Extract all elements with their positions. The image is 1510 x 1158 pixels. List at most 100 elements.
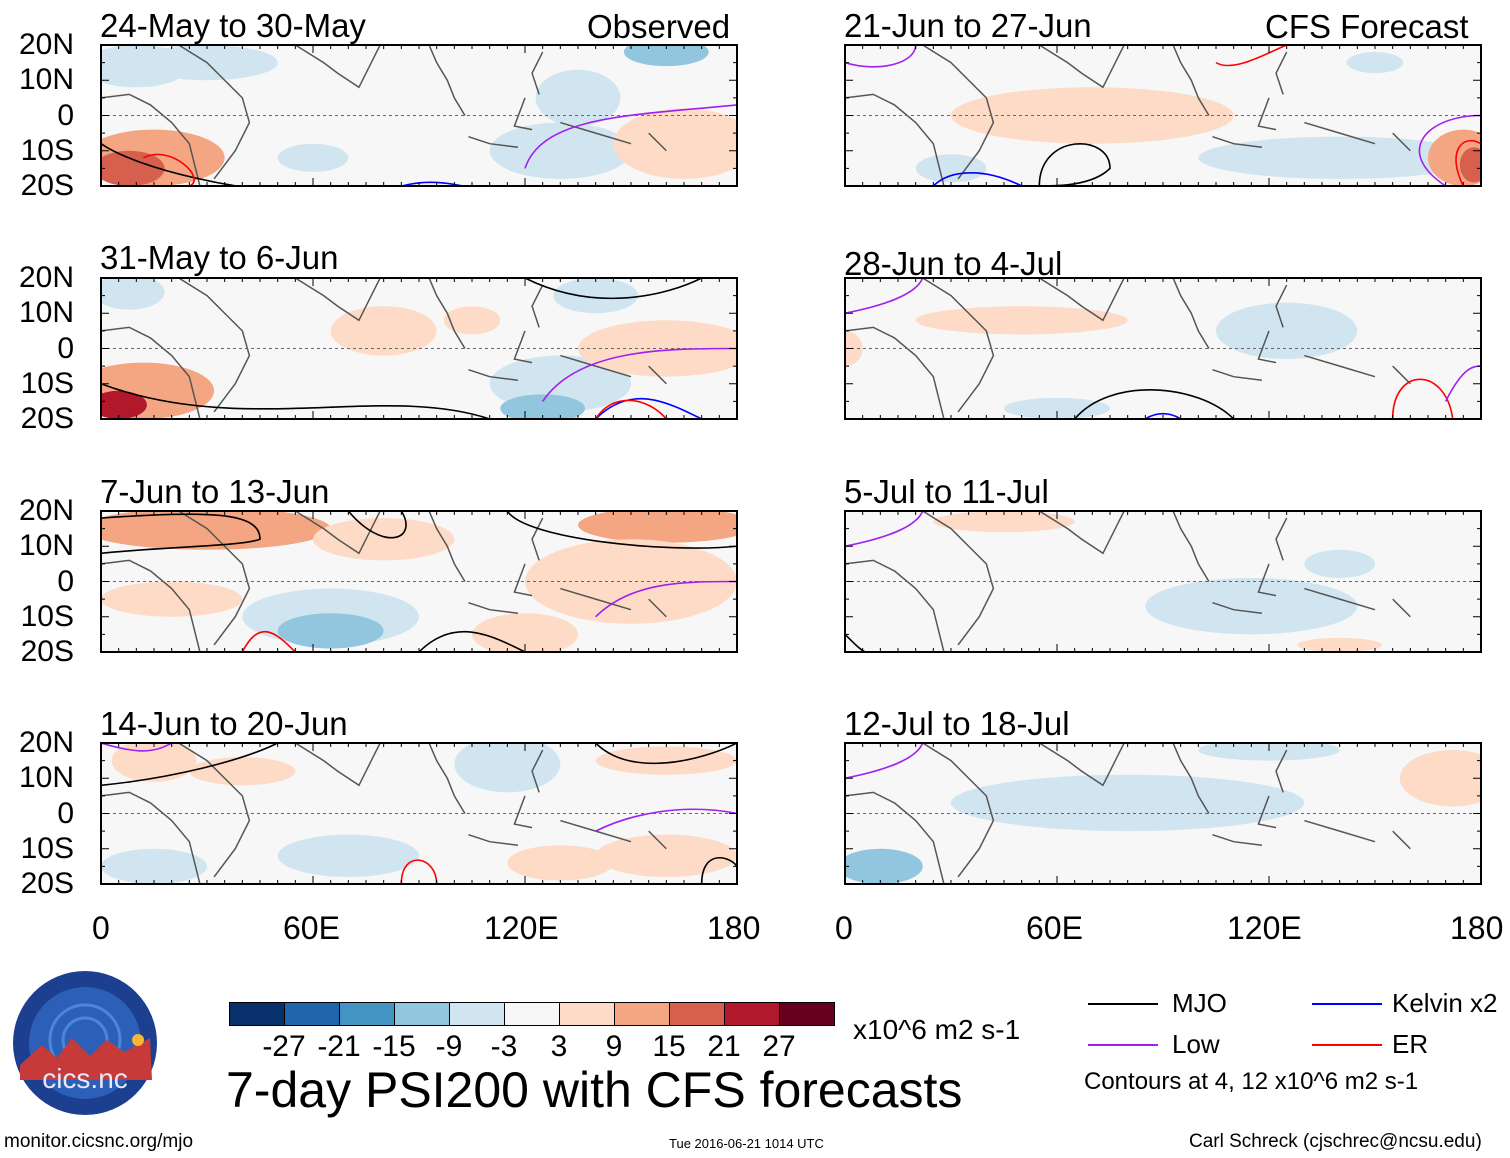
- y-tick-label: 20N: [18, 494, 74, 527]
- anomaly-region: [595, 834, 737, 877]
- footer-author: Carl Schreck (cjschrec@ncsu.edu): [1189, 1131, 1482, 1152]
- contour-mjo: [101, 743, 279, 787]
- coastline: [845, 511, 1411, 652]
- y-tick-label: 0: [57, 331, 74, 365]
- anomaly-region: [1399, 750, 1481, 807]
- y-tick-label: 0: [57, 796, 74, 830]
- anomaly-region: [111, 743, 197, 782]
- anomaly-region: [845, 848, 923, 884]
- anomaly-region: [553, 278, 639, 314]
- contour-low: [595, 808, 737, 832]
- contour-er: [1215, 45, 1287, 67]
- panel-title: 28-Jun to 4-Jul: [844, 245, 1063, 282]
- x-tick-left-120e: 120E: [484, 910, 559, 946]
- legend-label-kelvin: Kelvin x2: [1392, 988, 1498, 1018]
- anomaly-region: [1145, 577, 1358, 635]
- anomaly-region: [915, 306, 1128, 335]
- contour-mjo: [418, 630, 526, 652]
- anomaly-region: [1459, 147, 1481, 183]
- colorbar-swatch: [339, 1002, 395, 1026]
- anomaly-region: [472, 613, 578, 652]
- colorbar-swatch: [504, 1002, 560, 1026]
- colorbar-swatch: [559, 1002, 615, 1026]
- coastline: [101, 278, 667, 419]
- anomaly-region: [489, 122, 631, 179]
- anomaly-region: [623, 45, 709, 67]
- anomaly-region: [101, 581, 243, 617]
- coastline: [101, 511, 667, 652]
- contour-er: [1391, 378, 1454, 419]
- anomaly-region: [277, 613, 384, 649]
- contour-kel: [1144, 412, 1182, 419]
- anomaly-region: [277, 143, 349, 172]
- panel-title: 21-Jun to 27-Jun: [844, 7, 1092, 44]
- colorbar-swatch: [284, 1002, 340, 1026]
- contour-mjo: [700, 856, 737, 884]
- colorbar-swatch: [449, 1002, 505, 1026]
- contour-er: [594, 399, 667, 419]
- colorbar-label: -21: [317, 1030, 361, 1063]
- anomaly-region: [1004, 397, 1110, 419]
- anomaly-region: [535, 69, 621, 127]
- contour-low: [595, 580, 737, 618]
- contour-low: [524, 104, 737, 169]
- x-tick-right-0: 0: [835, 910, 853, 946]
- anomaly-region: [189, 757, 296, 786]
- logo-text: cics.nc: [42, 1063, 128, 1094]
- contour-low: [542, 347, 737, 402]
- colorbar-label: 9: [605, 1030, 623, 1063]
- anomaly-region: [578, 511, 737, 543]
- legend-line-er: [1312, 1044, 1382, 1046]
- y-tick-label: 10S: [20, 133, 74, 167]
- anomaly-region: [915, 154, 987, 183]
- legend-label-er: ER: [1392, 1029, 1429, 1059]
- contour-mjo: [506, 511, 737, 549]
- legend-line-low: [1088, 1044, 1158, 1046]
- contour-er: [241, 630, 296, 652]
- anomaly-region: [595, 746, 737, 775]
- contour-mjo: [101, 383, 490, 419]
- panel-title: 31-May to 6-Jun: [100, 239, 339, 276]
- colorbar-label: -15: [372, 1030, 416, 1063]
- anomaly-region: [101, 390, 147, 419]
- colorbar-label: -27: [262, 1030, 306, 1063]
- anomaly-region: [1198, 136, 1481, 179]
- contour-mjo: [1074, 389, 1235, 419]
- anomaly-region: [1346, 52, 1404, 74]
- footer-url[interactable]: monitor.cicsnc.org/mjo: [4, 1131, 194, 1152]
- coastline: [845, 45, 1411, 186]
- contour-mjo: [101, 513, 261, 555]
- colorbar-label: 15: [652, 1030, 686, 1063]
- map-panel: [844, 277, 1482, 420]
- anomaly-region: [578, 320, 737, 377]
- y-tick-label: 0: [57, 564, 74, 598]
- anomaly-region: [1304, 549, 1375, 578]
- contour-low: [845, 45, 917, 68]
- map-panel: [844, 44, 1482, 187]
- map-panel: [844, 742, 1482, 885]
- y-tick-label: 10S: [20, 599, 74, 633]
- panel-title: 12-Jul to 18-Jul: [844, 705, 1070, 742]
- map-panel: [100, 742, 738, 885]
- colorbar-swatch: [669, 1002, 725, 1026]
- map-panel: [100, 277, 738, 420]
- panel-title: 14-Jun to 20-Jun: [100, 705, 348, 742]
- forecast-label: CFS Forecast: [1265, 8, 1469, 45]
- y-tick-label: 20S: [20, 867, 74, 900]
- x-tick-right-120e: 120E: [1227, 910, 1302, 946]
- anomaly-region: [1297, 637, 1383, 652]
- anomaly-region: [933, 511, 1075, 533]
- legend-label-mjo: MJO: [1172, 988, 1227, 1018]
- contour-er: [1455, 139, 1481, 186]
- footer-timestamp: Tue 2016-06-21 1014 UTC: [669, 1136, 824, 1151]
- y-tick-label: 0: [57, 98, 74, 132]
- y-tick-label: 10S: [20, 366, 74, 400]
- contour-note: Contours at 4, 12 x10^6 m2 s-1: [1084, 1068, 1419, 1095]
- y-tick-label: 20S: [20, 169, 74, 202]
- cicsnc-logo: cics.nc: [13, 971, 157, 1115]
- colorbar-label: -3: [490, 1030, 518, 1063]
- contour-er: [143, 153, 195, 186]
- figure-title: 7-day PSI200 with CFS forecasts: [226, 1062, 963, 1118]
- coastline: [101, 45, 667, 186]
- observed-label: Observed: [587, 8, 731, 45]
